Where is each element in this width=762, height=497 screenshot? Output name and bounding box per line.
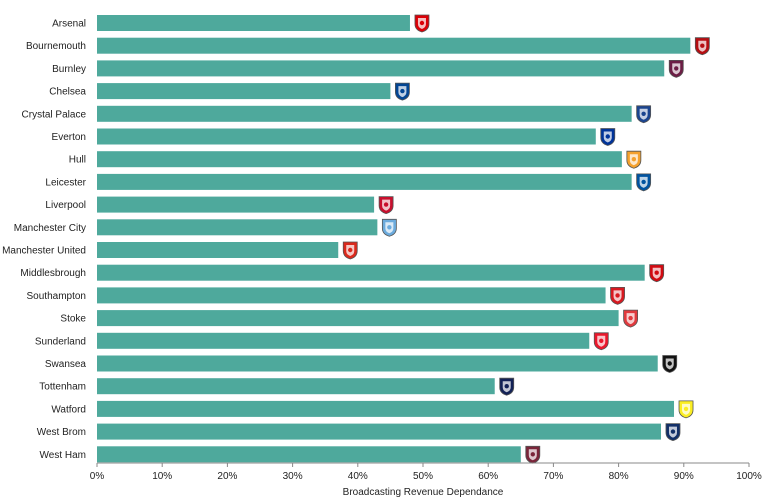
- bar-middlesbrough: [97, 264, 645, 281]
- bar-liverpool: [97, 196, 375, 213]
- category-label-burnley: Burnley: [52, 64, 86, 75]
- bar-bournemouth: [97, 37, 691, 54]
- chelsea-crest-icon: [394, 82, 410, 101]
- x-tick-label: 90%: [674, 471, 694, 482]
- southampton-crest-icon: [610, 286, 625, 305]
- category-label-west-ham: West Ham: [40, 450, 87, 461]
- x-tick-label: 20%: [217, 471, 237, 482]
- category-label-bournemouth: Bournemouth: [26, 41, 86, 52]
- tottenham-crest-icon: [499, 377, 515, 396]
- crystal-palace-crest-icon: [636, 105, 652, 124]
- bar-chelsea: [97, 83, 391, 100]
- badges-group: [342, 14, 710, 464]
- everton-crest-icon: [600, 128, 616, 146]
- burnley-crest-icon: [668, 60, 684, 78]
- manchester-united-crest-icon: [342, 241, 358, 260]
- x-tick-label: 10%: [152, 471, 172, 482]
- arsenal-crest-icon: [414, 14, 430, 33]
- hull-crest-icon: [626, 150, 642, 169]
- category-label-middlesbrough: Middlesbrough: [20, 268, 86, 279]
- category-label-leicester: Leicester: [45, 177, 86, 188]
- bar-arsenal: [97, 15, 410, 31]
- leicester-crest-icon: [636, 173, 652, 192]
- category-label-liverpool: Liverpool: [45, 200, 86, 211]
- bar-watford: [97, 400, 675, 417]
- category-label-stoke: Stoke: [60, 314, 86, 325]
- category-label-sunderland: Sunderland: [35, 336, 86, 347]
- category-label-crystal-palace: Crystal Palace: [22, 109, 87, 120]
- category-label-everton: Everton: [52, 132, 86, 143]
- x-tick-label: 70%: [543, 471, 563, 482]
- category-label-watford: Watford: [51, 404, 86, 415]
- sunderland-crest-icon: [593, 332, 609, 351]
- x-tick-label: 40%: [348, 471, 368, 482]
- bar-everton: [97, 128, 596, 145]
- x-axis-title: Broadcasting Revenue Dependance: [343, 487, 504, 497]
- x-tick-label: 80%: [609, 471, 629, 482]
- bournemouth-crest-icon: [694, 37, 710, 56]
- x-tick-label: 30%: [283, 471, 303, 482]
- bar-west-brom: [97, 423, 661, 440]
- category-label-southampton: Southampton: [27, 291, 87, 302]
- bar-hull: [97, 151, 622, 168]
- category-label-tottenham: Tottenham: [39, 382, 86, 393]
- bar-stoke: [97, 310, 619, 327]
- bar-burnley: [97, 60, 665, 77]
- x-tick-label: 60%: [478, 471, 498, 482]
- bar-leicester: [97, 173, 632, 190]
- bar-tottenham: [97, 378, 495, 395]
- category-label-swansea: Swansea: [45, 359, 87, 370]
- bar-southampton: [97, 287, 606, 304]
- category-label-west-brom: West Brom: [37, 427, 86, 438]
- x-tick-label: 0%: [90, 471, 105, 482]
- bar-manchester-united: [97, 242, 339, 258]
- middlesbrough-crest-icon: [649, 264, 665, 283]
- x-tick-label: 50%: [413, 471, 433, 482]
- liverpool-crest-icon: [378, 196, 394, 215]
- watford-crest-icon: [678, 400, 694, 419]
- category-labels-group: Arsenal Bournemouth Burnley Chelsea Crystal …: [2, 19, 87, 461]
- category-label-chelsea: Chelsea: [49, 87, 86, 98]
- category-label-arsenal: Arsenal: [52, 19, 86, 30]
- bar-swansea: [97, 355, 658, 372]
- category-label-hull: Hull: [69, 155, 86, 166]
- bar-manchester-city: [97, 219, 378, 236]
- x-axis-ticks-group: 0% 10% 20% 30% 40% 50% 60% 70% 80% 90% 100%: [90, 463, 762, 482]
- west-ham-crest-icon: [525, 445, 541, 464]
- bar-crystal-palace: [97, 105, 632, 122]
- west-brom-crest-icon: [665, 423, 681, 442]
- stoke-crest-icon: [623, 309, 638, 328]
- bars-group: [97, 15, 691, 463]
- x-tick-label: 100%: [736, 471, 762, 482]
- bar-sunderland: [97, 332, 590, 349]
- manchester-city-crest-icon: [381, 218, 397, 237]
- category-label-manchester-city: Manchester City: [14, 223, 86, 234]
- category-label-manchester-united: Manchester United: [2, 246, 86, 257]
- bar-west-ham: [97, 446, 521, 463]
- swansea-crest-icon: [662, 355, 678, 373]
